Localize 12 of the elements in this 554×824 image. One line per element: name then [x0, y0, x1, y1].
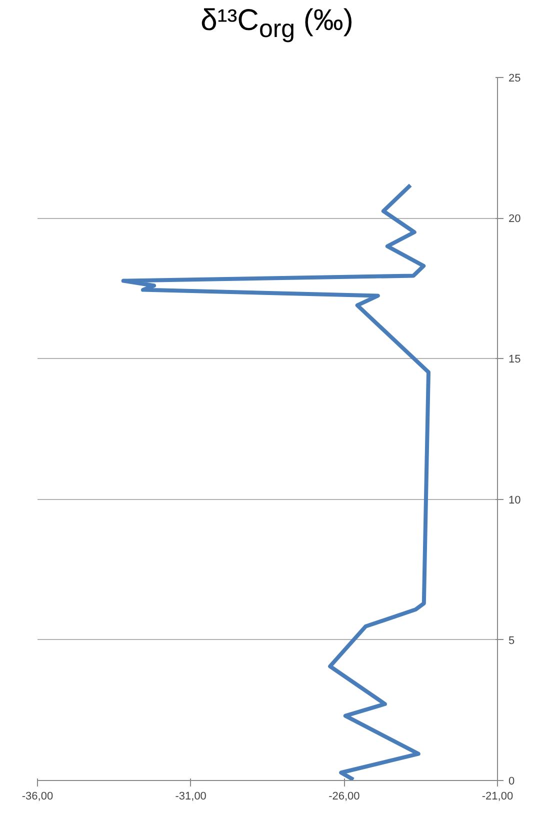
y-tick-label: 25 — [508, 72, 521, 84]
y-tick-label: 15 — [508, 354, 521, 366]
x-tick-label: -26,00 — [328, 790, 360, 802]
x-tick-label: -36,00 — [22, 790, 54, 802]
y-tick-label: 5 — [508, 634, 515, 647]
x-tick-label: -21,00 — [482, 790, 514, 802]
chart-title: δ¹³C$_{org}$ (‰) — [200, 3, 354, 45]
x-tick-label: -31,00 — [175, 790, 206, 802]
line-series — [121, 183, 430, 780]
y-tick-label: 10 — [508, 494, 521, 506]
y-tick-label: 0 — [508, 776, 515, 788]
y-tick-label: 20 — [508, 213, 521, 226]
